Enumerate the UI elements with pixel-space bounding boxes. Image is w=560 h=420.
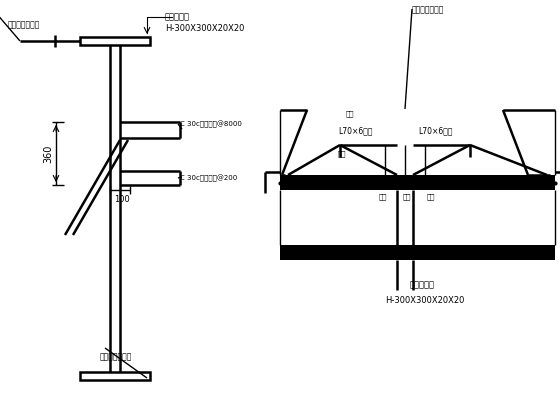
Bar	[280, 175, 555, 190]
Text: H-300X300X20X20: H-300X300X20X20	[165, 24, 244, 33]
Text: C 30c槽钢压顶@8000: C 30c槽钢压顶@8000	[180, 120, 242, 128]
Bar	[280, 245, 555, 260]
Text: 地基基坑支护桩: 地基基坑支护桩	[8, 20, 40, 29]
Text: 360: 360	[43, 144, 53, 163]
Bar	[80, 372, 150, 380]
Text: 点焊: 点焊	[427, 193, 435, 200]
Text: H-300X300X20X20: H-300X300X20X20	[385, 296, 464, 305]
Text: L70×6角钢: L70×6角钢	[418, 126, 452, 135]
Text: 点焊: 点焊	[338, 150, 346, 157]
Text: 工字钢桩排: 工字钢桩排	[165, 12, 190, 21]
Text: 100: 100	[114, 195, 130, 204]
Text: 点焊: 点焊	[403, 193, 411, 200]
Text: 地基基坑支护桩: 地基基坑支护桩	[100, 352, 132, 361]
Text: 点焊: 点焊	[379, 193, 388, 200]
Text: C 30c槽钢压顶@200: C 30c槽钢压顶@200	[180, 174, 237, 182]
Text: 工字钢桩排: 工字钢桩排	[410, 280, 435, 289]
Text: 点焊: 点焊	[346, 110, 354, 117]
Bar	[80, 37, 150, 45]
Text: L70×6角钢: L70×6角钢	[338, 126, 372, 135]
Text: 地基基坑支护桩: 地基基坑支护桩	[412, 5, 445, 14]
